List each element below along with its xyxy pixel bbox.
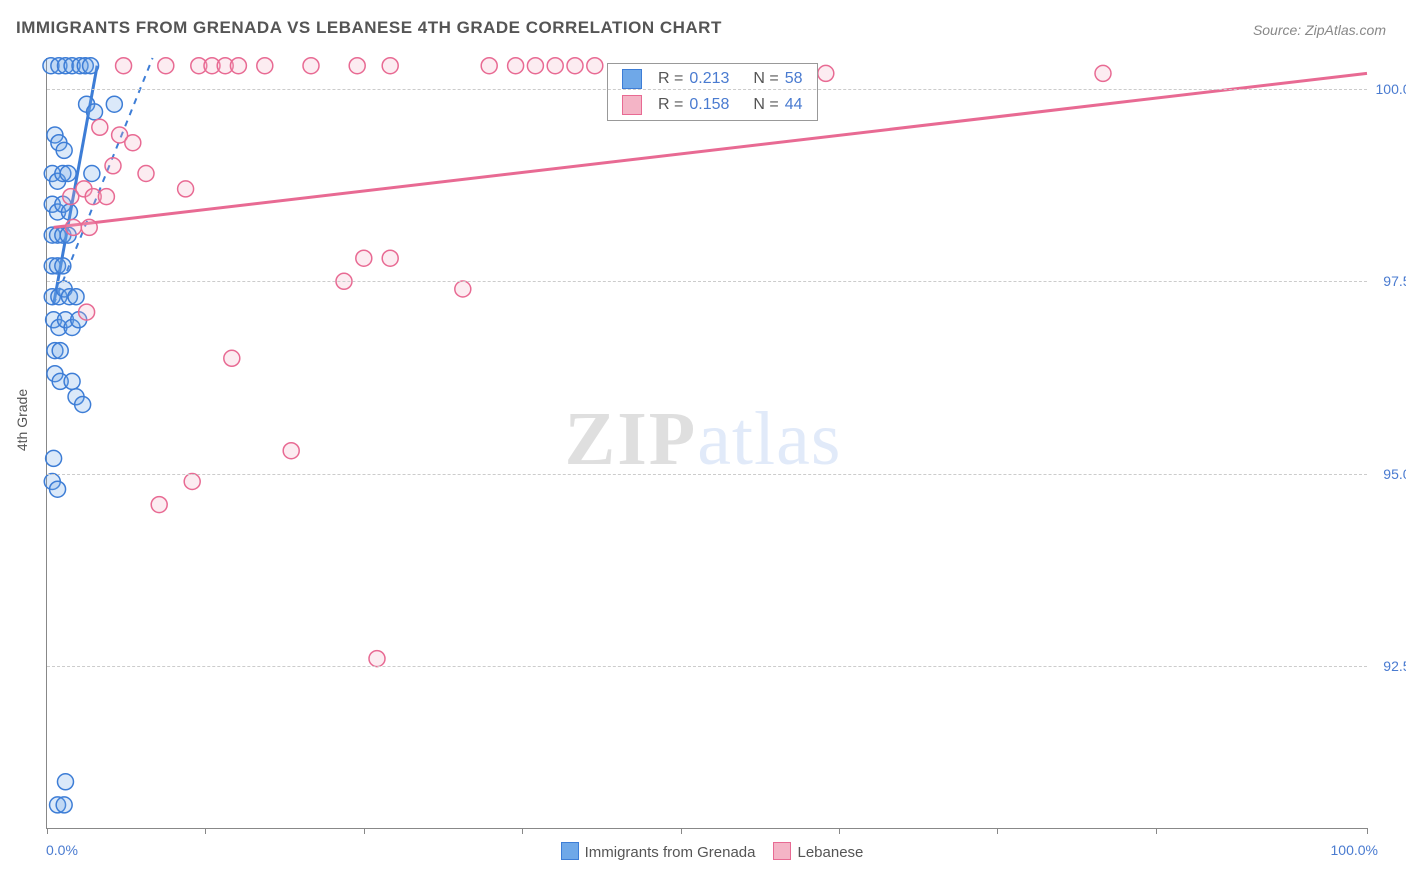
data-point: [84, 166, 100, 182]
data-point: [65, 219, 81, 235]
data-point: [52, 343, 68, 359]
x-tick: [522, 828, 523, 834]
data-point: [382, 58, 398, 74]
data-point: [1095, 65, 1111, 81]
data-point: [230, 58, 246, 74]
x-tick: [47, 828, 48, 834]
data-point: [98, 189, 114, 205]
data-point: [356, 250, 372, 266]
legend-swatch: [561, 842, 579, 860]
x-tick: [1367, 828, 1368, 834]
data-point: [481, 58, 497, 74]
chart-title: IMMIGRANTS FROM GRENADA VS LEBANESE 4TH …: [16, 18, 722, 38]
x-tick: [1156, 828, 1157, 834]
data-point: [184, 474, 200, 490]
correlation-legend: R =0.213N =58R =0.158N =44: [607, 63, 818, 121]
data-point: [105, 158, 121, 174]
series-legend: Immigrants from Grenada Lebanese: [0, 842, 1406, 861]
data-point: [50, 481, 66, 497]
x-tick: [839, 828, 840, 834]
data-point: [79, 304, 95, 320]
gridline: [47, 666, 1367, 667]
data-point: [349, 58, 365, 74]
data-point: [224, 350, 240, 366]
x-tick: [681, 828, 682, 834]
data-point: [527, 58, 543, 74]
data-point: [56, 797, 72, 813]
data-point: [61, 204, 77, 220]
data-point: [151, 497, 167, 513]
data-point: [87, 104, 103, 120]
gridline: [47, 89, 1367, 90]
data-point: [46, 450, 62, 466]
data-point: [138, 166, 154, 182]
chart-plot-area: R =0.213N =58R =0.158N =44 92.5%95.0%97.…: [46, 58, 1367, 829]
data-point: [56, 142, 72, 158]
data-point: [57, 774, 73, 790]
legend-swatch: [622, 95, 642, 115]
legend-swatch: [773, 842, 791, 860]
data-point: [257, 58, 273, 74]
gridline: [47, 474, 1367, 475]
data-point: [106, 96, 122, 112]
data-point: [369, 651, 385, 667]
data-point: [116, 58, 132, 74]
legend-swatch: [622, 69, 642, 89]
data-point: [83, 58, 99, 74]
data-point: [547, 58, 563, 74]
data-point: [178, 181, 194, 197]
data-point: [382, 250, 398, 266]
x-tick: [205, 828, 206, 834]
x-tick: [364, 828, 365, 834]
data-point: [81, 219, 97, 235]
data-point: [64, 373, 80, 389]
data-point: [455, 281, 471, 297]
data-point: [587, 58, 603, 74]
data-point: [60, 166, 76, 182]
gridline: [47, 281, 1367, 282]
legend-label: Lebanese: [797, 844, 863, 861]
data-point: [283, 443, 299, 459]
data-point: [818, 65, 834, 81]
scatter-plot-svg: [47, 58, 1367, 828]
legend-row: R =0.158N =44: [608, 92, 817, 118]
y-tick-label: 100.0%: [1373, 81, 1406, 97]
data-point: [55, 258, 71, 274]
data-point: [75, 397, 91, 413]
legend-label: Immigrants from Grenada: [585, 844, 756, 861]
data-point: [92, 119, 108, 135]
x-tick: [997, 828, 998, 834]
y-tick-label: 92.5%: [1373, 658, 1406, 674]
y-tick-label: 97.5%: [1373, 273, 1406, 289]
data-point: [567, 58, 583, 74]
y-tick-label: 95.0%: [1373, 466, 1406, 482]
y-axis-title: 4th Grade: [14, 389, 30, 451]
data-point: [158, 58, 174, 74]
data-point: [303, 58, 319, 74]
source-attribution: Source: ZipAtlas.com: [1253, 22, 1386, 38]
data-point: [125, 135, 141, 151]
data-point: [68, 289, 84, 305]
data-point: [508, 58, 524, 74]
